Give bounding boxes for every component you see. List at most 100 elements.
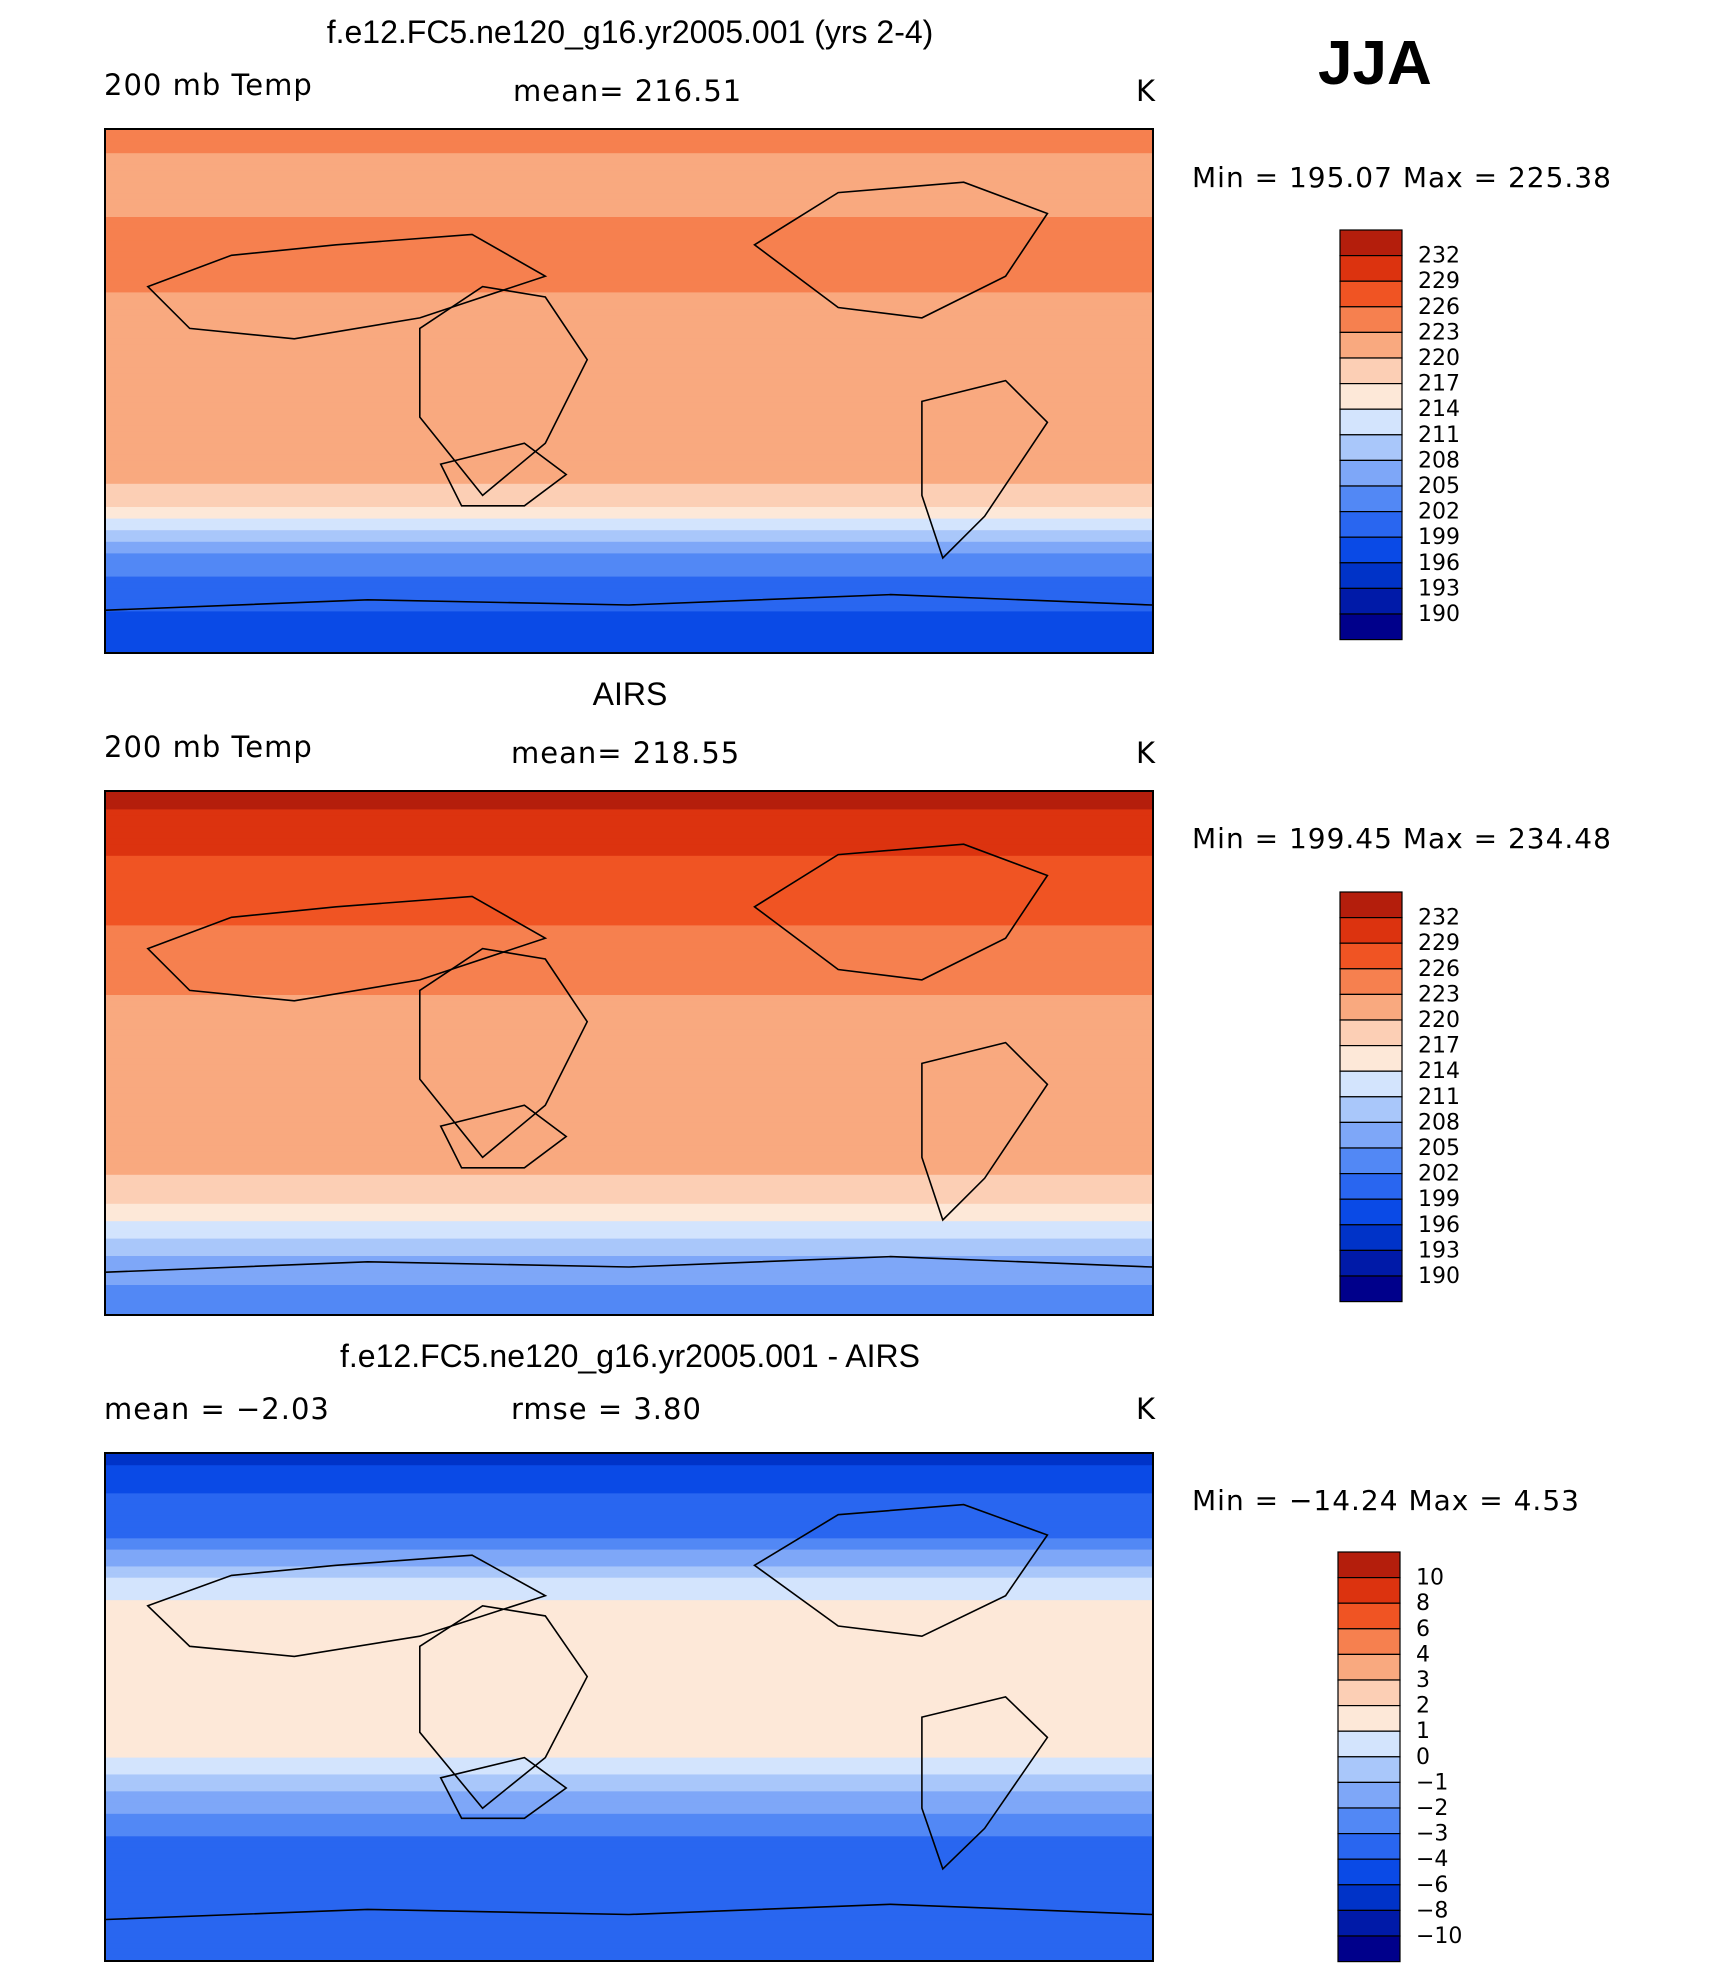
field-band: [106, 931, 1152, 938]
field-band: [106, 1611, 1152, 1618]
field-band: [106, 1780, 1152, 1787]
field-band: [106, 1180, 1152, 1188]
field-band: [106, 1948, 1152, 1956]
field-band: [106, 850, 1152, 857]
field-band: [106, 280, 1152, 288]
field-band: [106, 431, 1152, 439]
field-band: [106, 983, 1152, 990]
colorbar-box: [1339, 1096, 1403, 1124]
field-band: [106, 1111, 1152, 1118]
panel-3-rmse-label: rmse = 3.80: [511, 1392, 702, 1426]
field-band: [106, 309, 1152, 317]
field-band: [106, 1454, 1152, 1461]
field-band: [106, 1302, 1152, 1309]
field-band: [106, 594, 1152, 601]
field-band: [106, 1250, 1152, 1257]
colorbar-box: [1339, 1275, 1403, 1303]
field-band: [106, 1024, 1152, 1031]
field-band: [106, 1267, 1152, 1275]
field-band: [106, 367, 1152, 375]
field-band: [106, 838, 1152, 845]
field-band: [106, 1617, 1152, 1624]
field-band: [106, 1667, 1152, 1675]
field-band: [106, 1296, 1152, 1304]
field-band: [106, 489, 1152, 497]
colorbar-tick-label: 217: [1418, 1034, 1460, 1059]
field-band: [106, 1116, 1152, 1124]
field-band: [106, 164, 1152, 172]
field-band: [106, 599, 1152, 607]
field-band: [106, 1830, 1152, 1838]
colorbar-box: [1339, 917, 1403, 944]
panel-1-field: [106, 130, 1152, 652]
colorbar-box: [1339, 357, 1403, 385]
colorbar-tick-label: 196: [1418, 1213, 1460, 1238]
colorbar-box: [1339, 280, 1403, 308]
field-band: [106, 646, 1152, 652]
field-band: [106, 1279, 1152, 1286]
field-band: [106, 873, 1152, 880]
field-band: [106, 1186, 1152, 1193]
coastline: [106, 1255, 1152, 1273]
colorbar-tick-label: 1: [1416, 1719, 1430, 1744]
colorbar-tick-label: 202: [1418, 500, 1460, 525]
field-band: [106, 890, 1152, 898]
colorbar-box: [1337, 1679, 1401, 1707]
field-band: [106, 466, 1152, 473]
field-band: [106, 1594, 1152, 1601]
colorbar-box: [1337, 1833, 1401, 1860]
field-band: [106, 559, 1152, 566]
colorbar-box: [1339, 1070, 1403, 1098]
colorbar-tick-label: 223: [1418, 982, 1460, 1007]
field-band: [106, 1572, 1152, 1579]
field-band: [106, 1041, 1152, 1048]
field-band: [106, 1768, 1152, 1776]
field-band: [106, 1504, 1152, 1512]
colorbar-box: [1337, 1602, 1401, 1630]
field-band: [106, 193, 1152, 201]
field-band: [106, 1695, 1152, 1703]
panel-1-minmax: Min = 195.07 Max = 225.38: [1192, 161, 1612, 194]
field-band: [106, 1583, 1152, 1590]
field-band: [106, 867, 1152, 874]
field-band: [106, 844, 1152, 851]
field-band: [106, 1853, 1152, 1860]
field-band: [106, 263, 1152, 270]
colorbar-box: [1339, 1224, 1403, 1251]
field-band: [106, 1892, 1152, 1899]
field-band: [106, 1600, 1152, 1607]
field-band: [106, 205, 1152, 212]
colorbar-tick-label: 220: [1418, 1008, 1460, 1033]
field-band: [106, 541, 1152, 549]
panel-2-field: [106, 792, 1152, 1314]
field-band: [106, 472, 1152, 479]
field-band: [106, 1785, 1152, 1793]
coastline: [753, 1503, 1049, 1638]
field-band: [106, 1926, 1152, 1933]
field-band: [106, 995, 1152, 1002]
field-band: [106, 1261, 1152, 1269]
field-band: [106, 1000, 1152, 1008]
field-band: [106, 855, 1152, 863]
field-band: [106, 257, 1152, 265]
field-band: [106, 832, 1152, 840]
colorbar-box: [1339, 511, 1403, 538]
field-band: [106, 1577, 1152, 1585]
field-band: [106, 1723, 1152, 1731]
field-band: [106, 396, 1152, 404]
colorbar-tick-label: 193: [1418, 576, 1460, 601]
colorbar-box: [1339, 1121, 1403, 1149]
field-band: [106, 821, 1152, 828]
field-band: [106, 1622, 1152, 1630]
field-band: [106, 1538, 1152, 1545]
field-band: [106, 228, 1152, 236]
colorbar-box: [1339, 536, 1403, 564]
field-band: [106, 1937, 1152, 1944]
colorbar-tick-label: 190: [1418, 1264, 1460, 1289]
field-band: [106, 1082, 1152, 1089]
field-band: [106, 553, 1152, 560]
colorbar-tick-label: −2: [1416, 1796, 1448, 1821]
panel-1-colorbar: 2322292262232202172142112082052021991961…: [1339, 229, 1460, 641]
field-band: [106, 1498, 1152, 1506]
field-band: [106, 1006, 1152, 1014]
